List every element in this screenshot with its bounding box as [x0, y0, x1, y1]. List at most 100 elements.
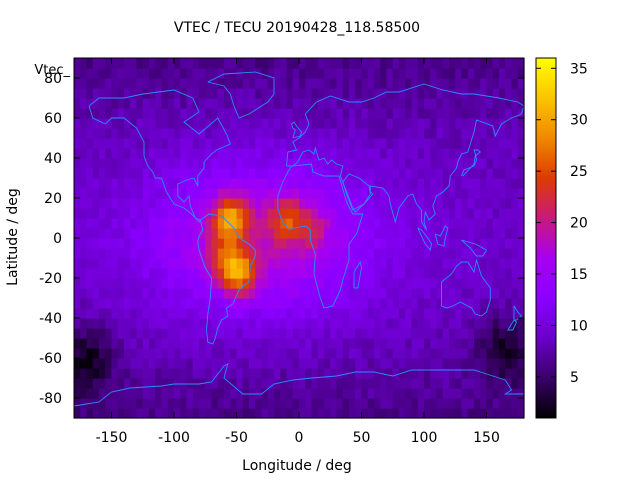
heatmap-cell — [167, 228, 175, 239]
heatmap-cell — [449, 308, 456, 319]
heatmap-cell — [224, 148, 231, 159]
heatmap-cell — [505, 108, 513, 119]
heatmap-cell — [424, 308, 431, 319]
heatmap-cell — [361, 278, 369, 289]
heatmap-cell — [161, 248, 169, 259]
heatmap-cell — [286, 348, 294, 359]
heatmap-cell — [474, 88, 481, 99]
heatmap-cell — [436, 128, 444, 139]
heatmap-cell — [180, 148, 188, 159]
heatmap-cell — [174, 338, 181, 349]
heatmap-cell — [280, 348, 288, 359]
heatmap-cell — [486, 258, 494, 269]
heatmap-cell — [105, 78, 113, 89]
heatmap-cell — [130, 408, 138, 419]
heatmap-cell — [355, 368, 363, 379]
heatmap-cell — [174, 68, 181, 79]
heatmap-cell — [230, 208, 238, 219]
heatmap-cell — [324, 238, 331, 249]
heatmap-cell — [442, 358, 450, 369]
x-axis-ticks: -150 -100 -50 0 50 100 150 — [96, 58, 500, 446]
heatmap-cell — [186, 258, 194, 269]
heatmap-cell — [442, 348, 450, 359]
heatmap-cell — [417, 158, 425, 169]
heatmap-cell — [349, 118, 356, 129]
heatmap-cell — [424, 108, 431, 119]
heatmap-cell — [149, 198, 156, 209]
heatmap-cell — [386, 188, 394, 199]
heatmap-cell — [392, 408, 400, 419]
heatmap-cell — [399, 98, 406, 109]
heatmap-cell — [449, 138, 456, 149]
heatmap-cell — [374, 128, 381, 139]
heatmap-cell — [492, 128, 500, 139]
heatmap-cell — [317, 288, 325, 299]
heatmap-cell — [230, 318, 238, 329]
heatmap-cell — [217, 98, 225, 109]
heatmap-cell — [167, 358, 175, 369]
heatmap-cell — [186, 108, 194, 119]
heatmap-cell — [161, 138, 169, 149]
heatmap-cell — [511, 298, 519, 309]
heatmap-cell — [349, 238, 356, 249]
heatmap-cell — [236, 138, 244, 149]
heatmap-cell — [386, 178, 394, 189]
heatmap-cell — [236, 298, 244, 309]
heatmap-cell — [511, 218, 519, 229]
heatmap-cell — [499, 398, 506, 409]
heatmap-cell — [492, 88, 500, 99]
heatmap-cell — [74, 78, 81, 89]
heatmap-cell — [517, 188, 525, 199]
heatmap-cell — [124, 348, 131, 359]
heatmap-cell — [205, 288, 213, 299]
heatmap-cell — [136, 318, 144, 329]
heatmap-cell — [336, 148, 344, 159]
heatmap-cell — [411, 258, 419, 269]
heatmap-cell — [192, 58, 200, 69]
heatmap-cell — [80, 188, 88, 199]
heatmap-cell — [267, 128, 275, 139]
heatmap-cell — [361, 128, 369, 139]
heatmap-cell — [267, 58, 275, 69]
heatmap-cell — [192, 148, 200, 159]
heatmap-cell — [480, 278, 488, 289]
heatmap-cell — [292, 348, 300, 359]
heatmap-cell — [142, 298, 150, 309]
heatmap-cell — [511, 178, 519, 189]
heatmap-cell — [505, 68, 513, 79]
x-tick-label: -100 — [158, 430, 190, 446]
heatmap-cell — [224, 178, 231, 189]
heatmap-cell — [242, 108, 250, 119]
heatmap-cell — [105, 338, 113, 349]
heatmap-cell — [155, 238, 163, 249]
heatmap-cell — [80, 288, 88, 299]
heatmap-cell — [155, 228, 163, 239]
heatmap-cell — [330, 248, 338, 259]
heatmap-cell — [361, 328, 369, 339]
heatmap-cell — [486, 198, 494, 209]
heatmap-cell — [399, 318, 406, 329]
heatmap-cell — [142, 328, 150, 339]
heatmap-cell — [449, 298, 456, 309]
heatmap-cell — [286, 178, 294, 189]
heatmap-cell — [505, 288, 513, 299]
heatmap-cell — [436, 58, 444, 69]
heatmap-cell — [99, 268, 106, 279]
heatmap-cell — [211, 318, 219, 329]
heatmap-cell — [124, 78, 131, 89]
heatmap-cell — [311, 308, 319, 319]
heatmap-cell — [511, 278, 519, 289]
heatmap-cell — [474, 168, 481, 179]
heatmap-cell — [492, 378, 500, 389]
heatmap-cell — [186, 98, 194, 109]
heatmap-cell — [355, 118, 363, 129]
heatmap-cell — [142, 308, 150, 319]
heatmap-cell — [236, 358, 244, 369]
heatmap-cell — [499, 178, 506, 189]
heatmap-cell — [424, 158, 431, 169]
heatmap-cell — [461, 208, 469, 219]
heatmap-cell — [424, 58, 431, 69]
heatmap-cell — [211, 68, 219, 79]
heatmap-cell — [380, 168, 388, 179]
heatmap-cell — [124, 148, 131, 159]
